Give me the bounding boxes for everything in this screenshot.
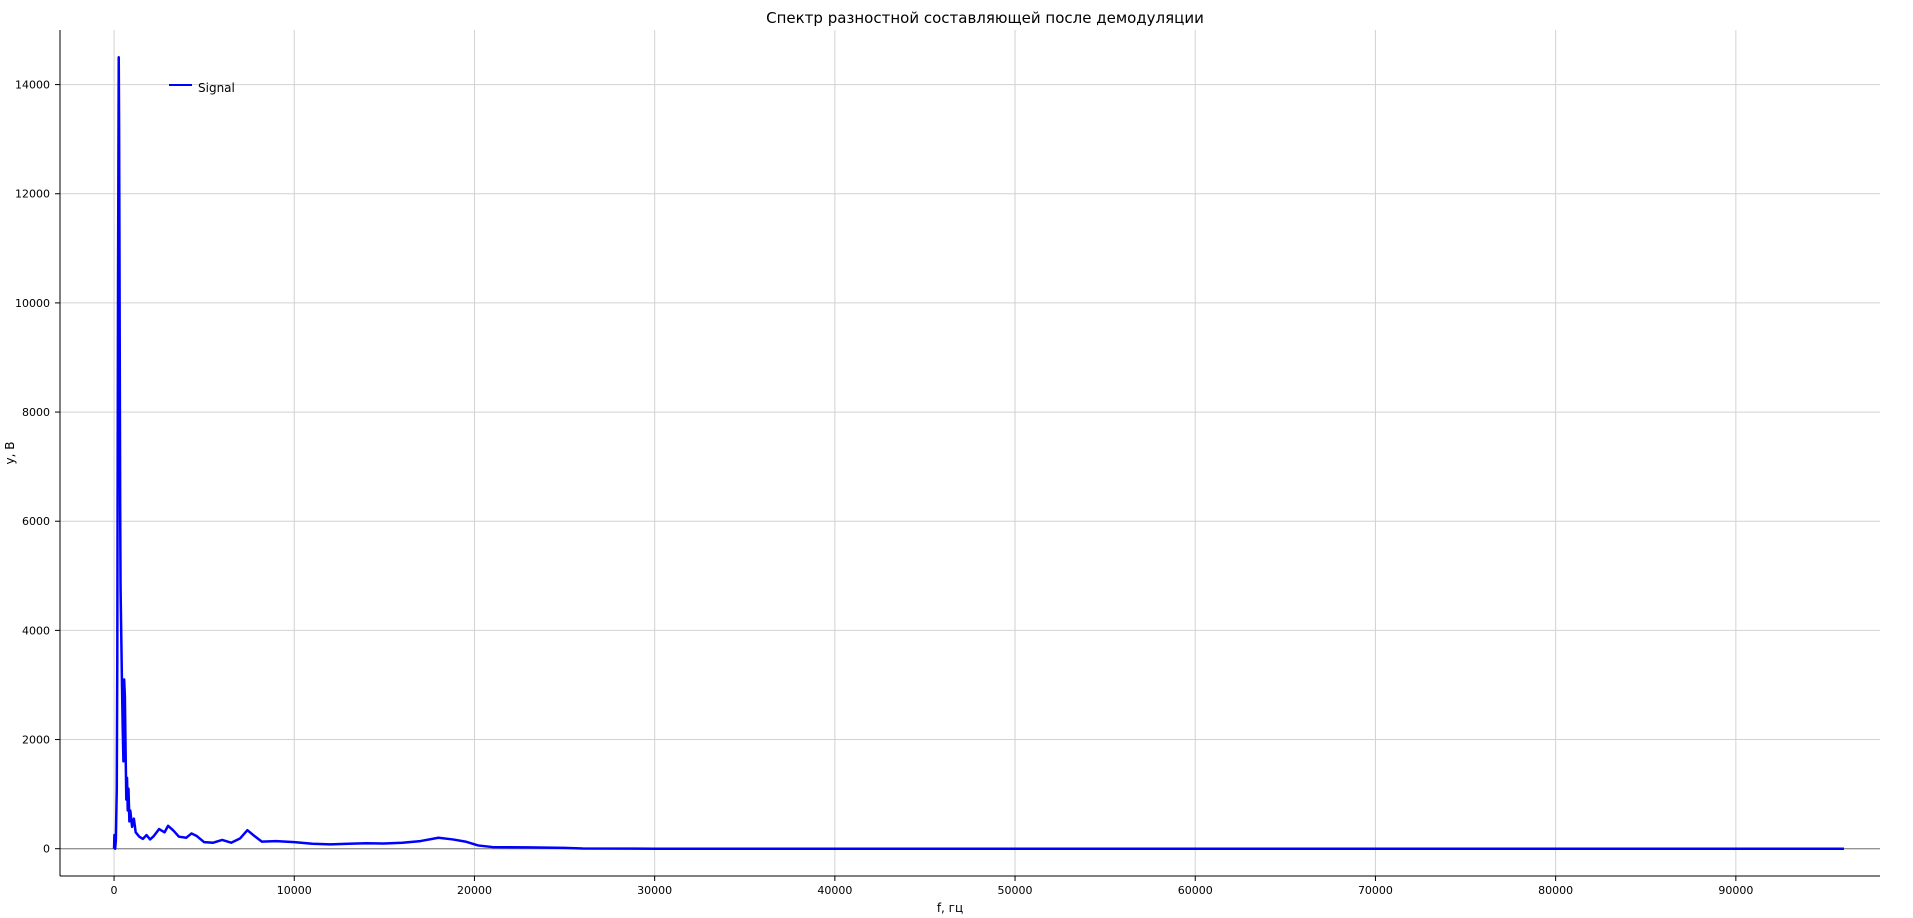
series-line-signal [112, 56, 1844, 850]
y-axis-ticks: 0 2000 4000 6000 8000 10000 12000 14000 [15, 79, 60, 856]
y-tick-label-0: 0 [43, 843, 50, 856]
x-tick-label-0: 0 [111, 884, 118, 897]
y-axis-label: y, В [3, 442, 17, 465]
x-tick-label-80000: 80000 [1538, 884, 1573, 897]
x-tick-label-90000: 90000 [1718, 884, 1753, 897]
series-layer [112, 56, 1844, 850]
x-tick-label-40000: 40000 [817, 884, 852, 897]
x-tick-label-30000: 30000 [637, 884, 672, 897]
x-tick-label-20000: 20000 [457, 884, 492, 897]
x-axis-label: f, гц [937, 901, 963, 915]
y-tick-label-4000: 4000 [22, 624, 50, 637]
legend-label-signal: Signal [198, 81, 235, 95]
y-tick-label-6000: 6000 [22, 515, 50, 528]
x-tick-label-50000: 50000 [998, 884, 1033, 897]
y-tick-label-12000: 12000 [15, 188, 50, 201]
chart-title: Спектр разностной составляющей после дем… [766, 9, 1204, 27]
grid-horizontal-lines [60, 84, 1880, 850]
x-tick-label-70000: 70000 [1358, 884, 1393, 897]
x-tick-label-10000: 10000 [277, 884, 312, 897]
y-tick-label-2000: 2000 [22, 734, 50, 747]
x-axis-ticks: 0 10000 20000 30000 40000 50000 60000 70000 8000… [111, 876, 1753, 897]
legend: Signal [169, 81, 235, 95]
y-tick-label-8000: 8000 [22, 406, 50, 419]
x-tick-label-60000: 60000 [1178, 884, 1213, 897]
y-tick-label-14000: 14000 [15, 79, 50, 92]
grid-vertical-lines [113, 30, 1737, 876]
y-tick-label-10000: 10000 [15, 297, 50, 310]
